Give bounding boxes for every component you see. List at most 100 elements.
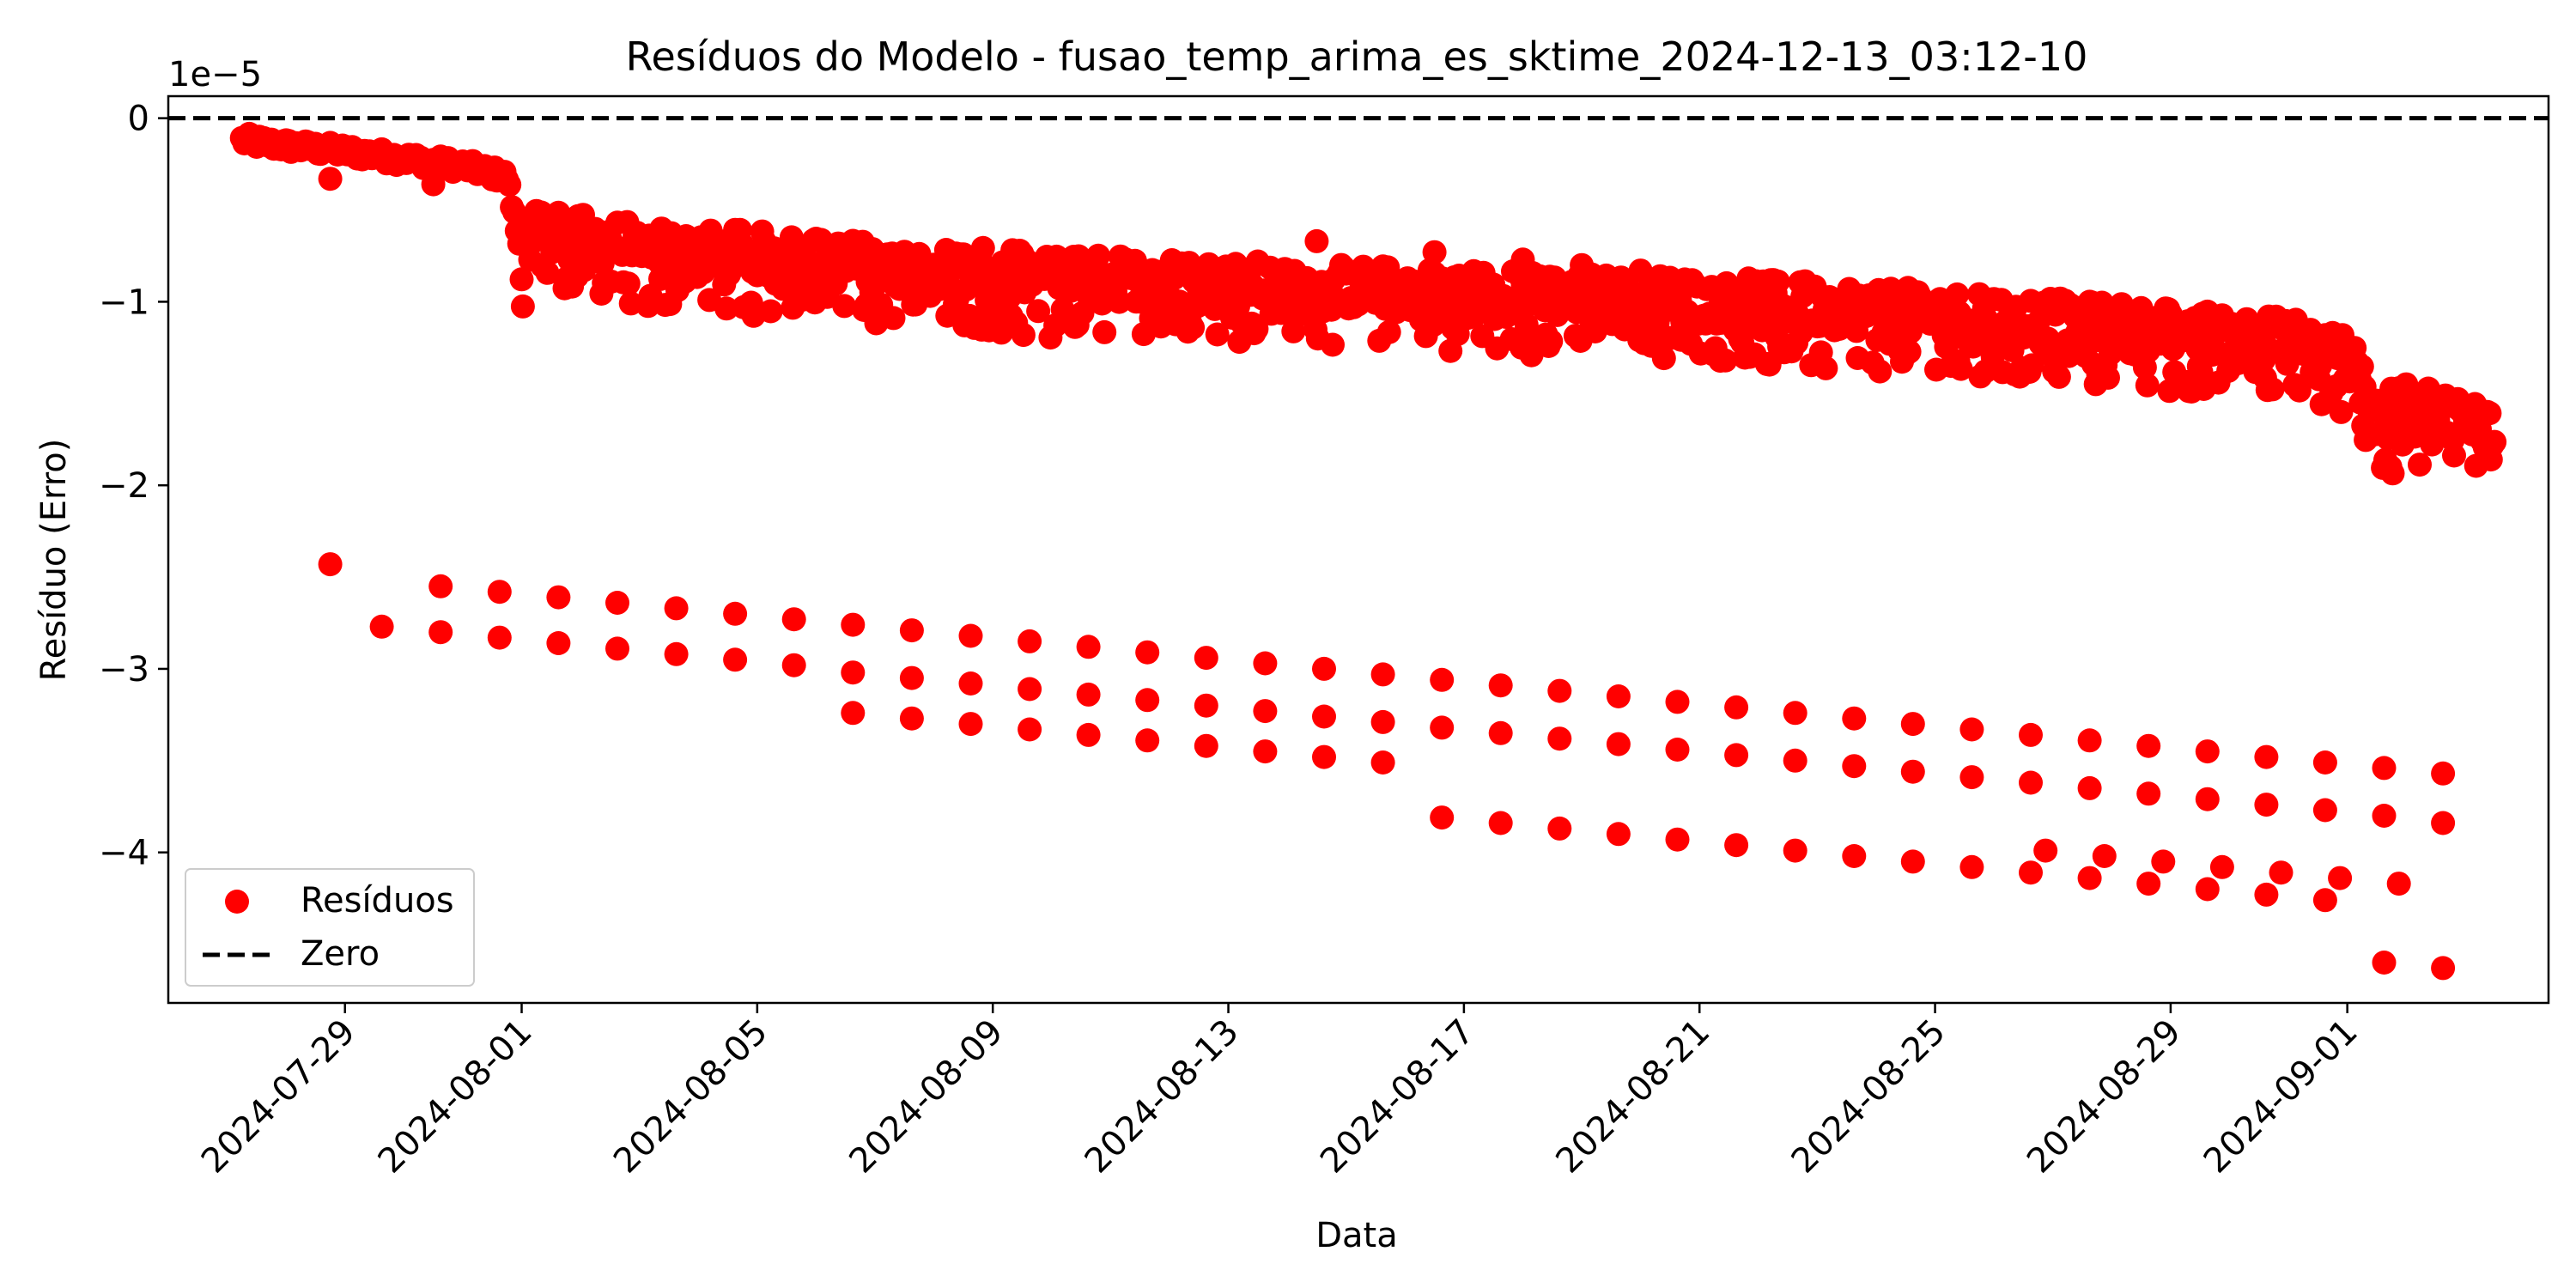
residual-point <box>605 636 629 661</box>
residual-point <box>1092 319 1117 344</box>
residual-point <box>1086 243 1111 268</box>
residual-point <box>1724 695 1749 720</box>
residual-point <box>1422 240 1447 264</box>
residual-point <box>1900 849 1925 874</box>
residual-point <box>723 601 748 626</box>
residual-point <box>1959 717 1984 742</box>
residual-point <box>1959 854 1984 879</box>
residual-point <box>535 260 560 285</box>
residual-point <box>2254 744 2279 769</box>
residual-point <box>2260 377 2285 402</box>
residual-point <box>1076 635 1101 659</box>
residual-point <box>664 641 689 666</box>
residual-point <box>2312 888 2337 913</box>
residual-point <box>318 552 343 577</box>
residual-point <box>664 596 689 621</box>
residual-point <box>714 296 739 321</box>
residual-point <box>1724 743 1749 768</box>
residual-point <box>1783 748 1807 773</box>
residual-point <box>1194 733 1218 758</box>
residual-point <box>1628 258 1653 283</box>
residual-point <box>2254 882 2279 907</box>
residual-point <box>841 612 866 637</box>
residual-point <box>1539 329 1564 354</box>
residual-point <box>1665 738 1690 762</box>
residual-point <box>966 306 991 331</box>
residual-point <box>2077 728 2102 753</box>
residual-point <box>899 618 924 643</box>
residual-point <box>899 706 924 731</box>
residual-point <box>2394 372 2419 397</box>
residual-point <box>1194 693 1218 718</box>
residual-point <box>2136 733 2161 758</box>
residual-point <box>1312 744 1336 769</box>
residual-point <box>1814 355 1838 380</box>
residual-point <box>1959 765 1984 790</box>
residual-point <box>2209 854 2234 879</box>
residual-point <box>1547 816 1572 841</box>
residual-point <box>1765 269 1790 294</box>
residual-point <box>1900 712 1925 737</box>
residual-point <box>2477 401 2502 426</box>
residual-point <box>509 267 534 292</box>
residual-point <box>1868 359 1893 384</box>
residual-point <box>2329 399 2354 424</box>
residual-point <box>1018 677 1042 702</box>
residual-point <box>2135 373 2160 398</box>
residual-point <box>2431 761 2456 786</box>
legend-residuals-marker <box>225 890 249 914</box>
residual-point <box>2408 453 2432 477</box>
residual-point <box>2077 775 2102 800</box>
y-axis-label: Resíduo (Erro) <box>34 439 74 682</box>
residual-point <box>1547 678 1572 703</box>
residual-point <box>1253 739 1278 764</box>
chart-title: Resíduos do Modelo - fusao_temp_arima_es… <box>626 33 2088 80</box>
residual-point <box>2020 353 2044 378</box>
residual-point <box>1842 844 1867 868</box>
residual-point <box>605 591 629 615</box>
residual-point <box>758 299 783 324</box>
residual-point <box>2386 872 2411 896</box>
scatter-points <box>229 121 2507 981</box>
residual-point <box>2019 860 2043 885</box>
residual-point <box>1135 728 1160 753</box>
residual-point <box>2033 838 2058 863</box>
x-axis-label: Data <box>1315 1216 1398 1255</box>
residual-point <box>1510 247 1535 272</box>
residual-point <box>1011 323 1036 348</box>
residual-point <box>2195 739 2220 764</box>
residual-point <box>2019 770 2043 795</box>
residual-point <box>487 625 512 650</box>
residual-point <box>2380 461 2405 486</box>
residual-point <box>2312 798 2337 823</box>
residual-point <box>546 631 571 655</box>
residual-point <box>428 620 453 645</box>
residual-point <box>1430 667 1455 692</box>
residual-point <box>1370 662 1395 687</box>
residual-point <box>1253 699 1278 724</box>
residual-point <box>510 294 535 319</box>
residual-point <box>1570 252 1595 277</box>
residual-point <box>1430 805 1455 830</box>
residual-point <box>1181 315 1206 340</box>
residual-point <box>1488 811 1513 835</box>
residual-point <box>958 671 983 696</box>
residual-point <box>428 574 453 598</box>
residual-point <box>1713 348 1738 373</box>
residual-point <box>1076 682 1101 707</box>
residual-point <box>2287 378 2312 403</box>
legend-zero-label: Zero <box>301 934 380 974</box>
residual-point <box>1205 322 1230 347</box>
residual-point <box>1547 726 1572 751</box>
y-tick-label: −2 <box>99 466 149 506</box>
residual-point <box>2136 872 2161 896</box>
residual-point <box>1076 722 1101 747</box>
residual-point <box>1194 646 1218 671</box>
residual-point <box>2431 956 2456 981</box>
residual-point <box>1253 651 1278 676</box>
residual-point <box>2254 793 2279 817</box>
residual-point <box>2046 364 2071 389</box>
residual-point <box>318 167 343 191</box>
